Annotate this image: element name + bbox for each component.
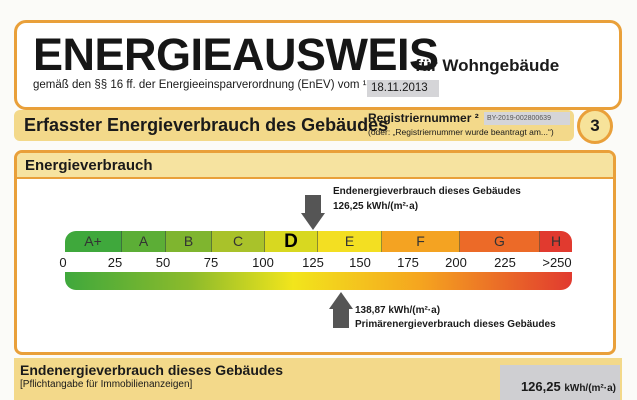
- header-box: ENERGIEAUSWEIS für Wohngebäude gemäß den…: [14, 20, 622, 110]
- class-segment-a: A: [122, 231, 166, 252]
- scale-tick: 125: [302, 255, 324, 270]
- scale-tick: 25: [107, 255, 123, 270]
- end-energy-arrowhead-icon: [301, 213, 325, 230]
- summary-bar: Endenergieverbrauch dieses Gebäudes [Pfl…: [14, 358, 622, 400]
- legal-basis: gemäß den §§ 16 ff. der Energieeinsparve…: [33, 79, 367, 91]
- class-segment-h: H: [540, 231, 572, 252]
- issue-date-field: 18.11.2013: [367, 80, 439, 97]
- scale-tick: >250: [542, 255, 572, 270]
- document-subtitle: für Wohngebäude: [415, 56, 560, 75]
- scale-tick: 175: [397, 255, 419, 270]
- end-energy-label: Endenergieverbrauch dieses Gebäudes: [333, 186, 521, 197]
- class-segment-c: C: [212, 231, 265, 252]
- page-number-badge: 3: [577, 108, 613, 144]
- scale-tick: 0: [59, 255, 67, 270]
- registration-note: (oder: „Registriernummer wurde beantragt…: [368, 127, 554, 137]
- summary-title: Endenergieverbrauch dieses Gebäudes: [20, 362, 283, 378]
- gradient-scale-bar: [65, 272, 572, 290]
- summary-note: [Pflichtangabe für Immobilienanzeigen]: [20, 379, 193, 390]
- summary-value-field: 126,25 kWh/(m²·a): [500, 365, 620, 400]
- registration-label: Registriernummer ²: [368, 111, 479, 125]
- summary-unit: kWh/(m²·a): [564, 383, 616, 394]
- document-title: ENERGIEAUSWEIS: [33, 29, 439, 80]
- scale-tick: 75: [203, 255, 219, 270]
- efficiency-class-bar: A+ A B C D E F G H: [65, 231, 572, 252]
- scale-tick: 200: [445, 255, 467, 270]
- class-segment-f: F: [382, 231, 460, 252]
- primary-energy-arrow-icon: [333, 309, 349, 328]
- end-energy-arrow-icon: [305, 195, 321, 213]
- class-segment-e: E: [318, 231, 382, 252]
- end-energy-value: 126,25 kWh/(m²·a): [333, 201, 419, 212]
- summary-value: 126,25: [520, 379, 561, 394]
- panel-header: Energieverbrauch: [17, 153, 613, 179]
- section-title: Erfasster Energieverbrauch des Gebäudes: [24, 115, 389, 135]
- scale-tick: 50: [155, 255, 171, 270]
- registration-number-field: BY-2019-002800639: [484, 112, 570, 125]
- class-segment-d: D: [265, 231, 318, 252]
- primary-energy-label: Primärenergieverbrauch dieses Gebäudes: [355, 319, 556, 330]
- scale-tick: 225: [494, 255, 516, 270]
- scale-tick: 100: [252, 255, 274, 270]
- class-segment-a-plus: A+: [65, 231, 122, 252]
- section-bar: Erfasster Energieverbrauch des Gebäudes …: [14, 110, 574, 141]
- class-segment-b: B: [166, 231, 212, 252]
- energy-panel: Energieverbrauch: [14, 150, 616, 355]
- primary-energy-value: 138,87 kWh/(m²·a): [355, 305, 441, 316]
- primary-energy-arrowhead-icon: [329, 292, 353, 309]
- class-segment-g: G: [460, 231, 540, 252]
- panel-title: Energieverbrauch: [25, 157, 153, 174]
- scale-tick: 150: [349, 255, 371, 270]
